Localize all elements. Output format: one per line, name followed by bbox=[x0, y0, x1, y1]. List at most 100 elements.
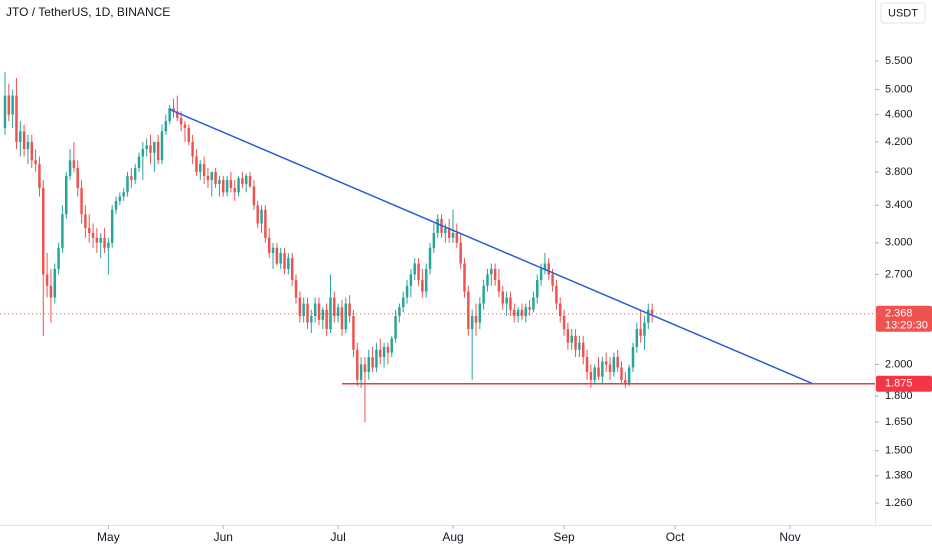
candle-body bbox=[585, 357, 589, 373]
candle-body bbox=[394, 316, 397, 339]
candle-body bbox=[187, 127, 191, 142]
candle-body bbox=[356, 349, 359, 380]
candle-body bbox=[118, 196, 122, 201]
candle-body bbox=[558, 303, 562, 317]
candle-body bbox=[329, 297, 332, 330]
candle-body bbox=[176, 111, 179, 118]
candle-body bbox=[543, 263, 547, 269]
y-tick-label: 3.800 bbox=[885, 166, 913, 178]
x-tick-label: Oct bbox=[666, 530, 685, 544]
y-tick-label: 4.200 bbox=[885, 136, 913, 148]
candle-body bbox=[455, 232, 459, 243]
candle-body bbox=[53, 268, 57, 298]
candle-body bbox=[91, 232, 95, 238]
candle-body bbox=[275, 247, 279, 264]
x-tick-label: Jul bbox=[330, 530, 345, 544]
level-box bbox=[876, 375, 932, 392]
currency-button[interactable] bbox=[880, 2, 926, 24]
y-tick-label: 4.600 bbox=[885, 108, 913, 120]
last-price-label: 2.368 bbox=[885, 308, 913, 320]
candle-body bbox=[283, 252, 286, 269]
candle-body bbox=[520, 309, 524, 317]
currency-label[interactable]: USDT bbox=[888, 7, 918, 19]
candle-body bbox=[643, 322, 646, 336]
candle-body bbox=[191, 141, 194, 157]
y-tick-label: 1.650 bbox=[885, 416, 913, 428]
candle-body bbox=[505, 297, 508, 304]
candle-body bbox=[137, 156, 141, 168]
candle-body bbox=[325, 309, 328, 330]
candle-body bbox=[164, 121, 168, 132]
candle-body bbox=[612, 357, 616, 373]
candle-body bbox=[130, 175, 133, 180]
candle-body bbox=[30, 141, 34, 161]
candle-body bbox=[237, 178, 240, 193]
candle-body bbox=[336, 307, 340, 317]
candle-body bbox=[260, 209, 263, 224]
candle-body bbox=[405, 285, 409, 298]
candle-body bbox=[306, 303, 309, 323]
candle-body bbox=[447, 228, 451, 238]
candle-body bbox=[210, 171, 214, 180]
candle-body bbox=[631, 346, 635, 368]
x-tick-label: Sep bbox=[553, 530, 575, 544]
candle-body bbox=[84, 214, 87, 229]
candle-body bbox=[22, 131, 26, 150]
candle-body bbox=[271, 247, 275, 253]
candle-body bbox=[156, 141, 160, 161]
candle-body bbox=[474, 316, 478, 323]
candle-body bbox=[635, 329, 639, 347]
drawn-line bbox=[169, 108, 814, 385]
candle-body bbox=[597, 367, 600, 377]
level-label: 1.875 bbox=[885, 378, 913, 390]
candle-body bbox=[493, 268, 497, 281]
candle-body bbox=[252, 186, 256, 206]
y-tick-label: 3.000 bbox=[885, 237, 913, 249]
y-tick-label: 2.700 bbox=[885, 268, 913, 280]
candle-body bbox=[149, 145, 152, 153]
candle-body bbox=[141, 149, 145, 157]
candle-body bbox=[459, 242, 462, 264]
candle-body bbox=[340, 307, 344, 330]
candle-body bbox=[222, 179, 225, 193]
candle-body bbox=[482, 285, 485, 304]
candle-body bbox=[562, 316, 566, 330]
candle-body bbox=[68, 160, 72, 176]
candle-body bbox=[363, 364, 367, 373]
candle-body bbox=[45, 274, 49, 286]
candle-body bbox=[114, 200, 118, 210]
candle-body bbox=[470, 316, 474, 330]
y-tick-label: 3.400 bbox=[885, 199, 913, 211]
candle-body bbox=[61, 214, 64, 248]
candle-body bbox=[627, 367, 631, 383]
candle-body bbox=[42, 188, 45, 275]
candle-body bbox=[313, 303, 317, 317]
candle-body bbox=[359, 364, 363, 380]
candle-body bbox=[99, 237, 102, 243]
candle-body bbox=[547, 263, 550, 275]
candle-body bbox=[386, 346, 390, 353]
candle-body bbox=[179, 117, 183, 125]
y-tick-label: 1.260 bbox=[885, 497, 913, 509]
chart-title: JTO / TetherUS, 1D, BINANCE bbox=[6, 5, 170, 19]
candle-body bbox=[321, 309, 325, 320]
candle-body bbox=[551, 274, 554, 286]
candle-body bbox=[574, 335, 577, 350]
y-tick-label: 1.380 bbox=[885, 470, 913, 482]
candle-body bbox=[451, 232, 455, 238]
candle-body bbox=[229, 179, 233, 189]
candle-body bbox=[432, 232, 436, 248]
candle-body bbox=[436, 218, 439, 233]
candle-body bbox=[244, 175, 248, 184]
candle-body bbox=[287, 258, 290, 269]
candle-body bbox=[497, 280, 501, 292]
candle-body bbox=[348, 303, 351, 317]
x-tick-label: Nov bbox=[779, 530, 800, 544]
candle-body bbox=[390, 338, 393, 353]
x-tick-label: May bbox=[97, 530, 120, 544]
candle-body bbox=[195, 156, 198, 172]
candle-body bbox=[279, 252, 282, 264]
candle-body bbox=[501, 291, 505, 304]
candle-body bbox=[581, 342, 585, 358]
candle-body bbox=[539, 268, 543, 281]
